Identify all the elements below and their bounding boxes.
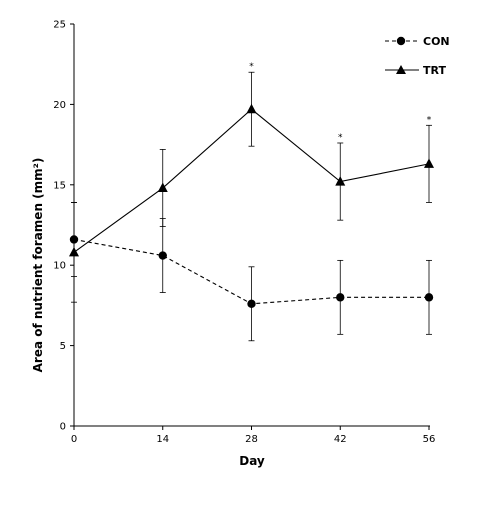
ticks: 0 5 10 15 20 25 0 14 28 42 56: [53, 20, 435, 446]
y-tick-label: 5: [60, 341, 66, 352]
series-markers: [69, 103, 434, 308]
y-axis-title: Area of nutrient foramen (mm²): [31, 158, 45, 373]
x-tick-label: 14: [156, 434, 169, 445]
y-tick-label: 0: [60, 422, 66, 433]
y-tick-label: 25: [53, 20, 66, 31]
y-tick-label: 10: [53, 261, 66, 272]
data-point-trt: [69, 246, 79, 257]
data-point-con: [247, 299, 256, 308]
x-tick-label: 42: [334, 434, 347, 445]
x-tick-label: 0: [71, 434, 77, 445]
data-point-trt: [157, 182, 168, 193]
significance-marker: *: [338, 133, 343, 143]
x-axis-title: Day: [239, 454, 265, 468]
legend-item-trt: TRT: [385, 64, 446, 77]
data-point-con: [69, 235, 79, 244]
data-point-trt: [335, 176, 346, 186]
data-point-con: [158, 251, 167, 260]
legend-triangle-marker: [396, 65, 406, 74]
data-point-trt: [424, 158, 434, 168]
legend: CON TRT: [385, 35, 450, 77]
legend-circle-marker: [396, 36, 406, 46]
legend-label-trt: TRT: [423, 64, 446, 77]
annotations: * * *: [249, 62, 432, 143]
data-point-trt: [246, 103, 257, 114]
x-tick-label: 28: [245, 434, 258, 445]
x-tick-label: 56: [423, 434, 436, 445]
axes: [73, 24, 430, 427]
data-point-con: [424, 293, 434, 302]
significance-marker: *: [249, 62, 254, 72]
y-tick-label: 15: [53, 180, 66, 191]
y-tick-label: 20: [53, 100, 66, 111]
significance-marker: *: [427, 115, 432, 125]
data-point-con: [336, 293, 345, 302]
legend-label-con: CON: [423, 35, 450, 48]
legend-item-con: CON: [385, 35, 450, 48]
